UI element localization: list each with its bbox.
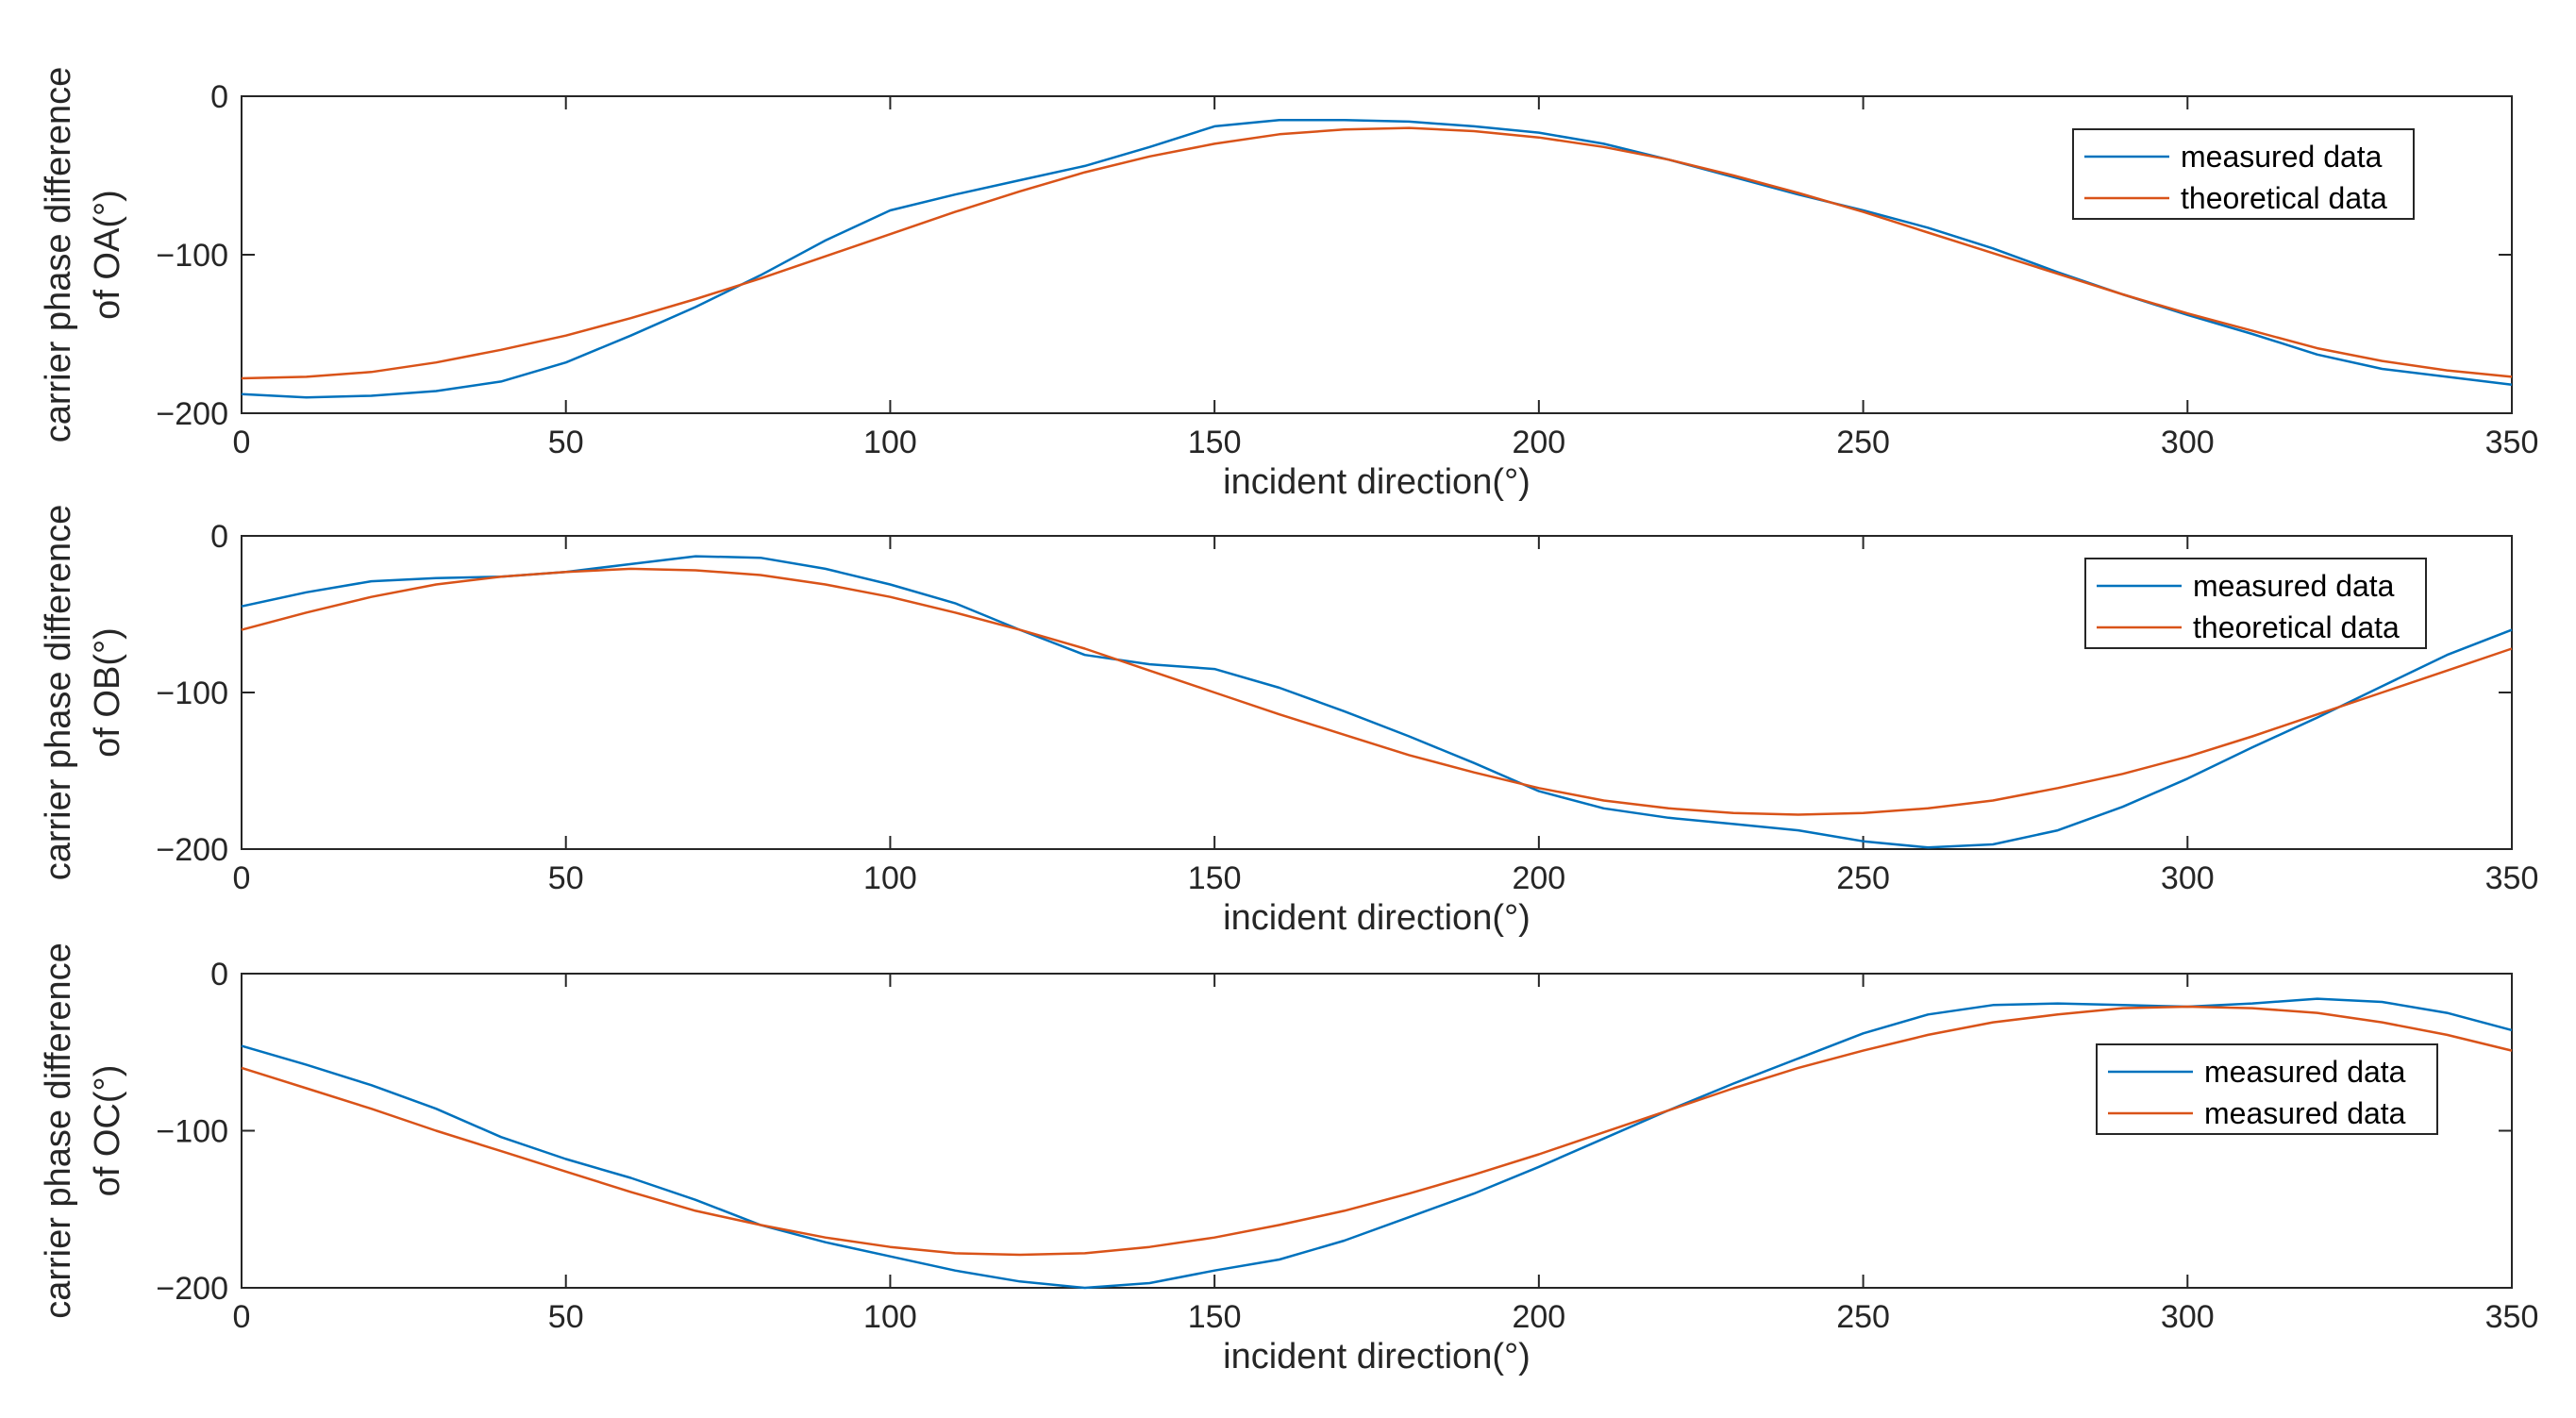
- x-tick-label: 150: [1188, 860, 1242, 896]
- y-axis-label: carrier phase difference of OA(°): [39, 67, 127, 443]
- series-line-1: [241, 997, 2513, 1290]
- x-tick-label: 150: [1188, 425, 1242, 460]
- y-axis-label-line: carrier phase difference: [39, 943, 78, 1319]
- y-axis-label: carrier phase difference of OC(°): [39, 943, 127, 1319]
- x-tick-label: 0: [233, 1299, 251, 1335]
- y-axis-label-line: of OC(°): [88, 1065, 127, 1197]
- x-tick-label: 300: [2161, 860, 2215, 896]
- x-tick-label: 300: [2161, 425, 2215, 460]
- x-tick-label: 200: [1512, 425, 1565, 460]
- x-tick-label: 350: [2485, 860, 2539, 896]
- series-line-2: [241, 126, 2513, 380]
- x-tick-label: 300: [2161, 1299, 2215, 1335]
- legend-label: measured data: [2204, 1055, 2406, 1089]
- legend-label: measured data: [2181, 140, 2383, 174]
- legend: measured data theoretical data: [2072, 128, 2415, 220]
- x-tick-label: 250: [1836, 860, 1890, 896]
- y-axis-label: carrier phase difference of OB(°): [39, 505, 127, 881]
- x-axis-label: incident direction(°): [1223, 462, 1531, 502]
- y-tick-label: −200: [156, 1271, 228, 1307]
- y-axis-label-line: of OB(°): [88, 627, 127, 758]
- chart-panel-2: 0 50 100 150 200 250 300 350 0 −100 −200 incident d…: [39, 505, 2538, 938]
- legend-label: theoretical data: [2181, 181, 2387, 215]
- x-tick-label: 100: [863, 1299, 917, 1335]
- x-axis-label: incident direction(°): [1223, 1337, 1531, 1376]
- legend-label: measured data: [2204, 1096, 2406, 1130]
- x-tick-label: 250: [1836, 425, 1890, 460]
- x-tick-label: 250: [1836, 1299, 1890, 1335]
- legend-box: [2096, 1043, 2438, 1135]
- y-tick-label: 0: [210, 957, 228, 993]
- legend: measured data theoretical data: [2084, 558, 2427, 649]
- legend-label: theoretical data: [2193, 610, 2400, 644]
- chart-panel-1: 0 50 100 150 200 250 300 350 0 −100 −200 incident d…: [39, 67, 2538, 502]
- chart-panel-3: 0 50 100 150 200 250 300 350 0 −100 −200 incident d…: [39, 943, 2538, 1376]
- y-tick-label: −200: [156, 396, 228, 432]
- x-tick-label: 50: [548, 1299, 584, 1335]
- y-tick-label: −100: [156, 1114, 228, 1150]
- x-tick-label: 100: [863, 860, 917, 896]
- y-axis-label-line: carrier phase difference: [39, 505, 78, 881]
- x-axis-label: incident direction(°): [1223, 898, 1531, 938]
- y-tick-label: −100: [156, 238, 228, 274]
- legend-box: [2072, 128, 2415, 220]
- x-tick-label: 50: [548, 860, 584, 896]
- x-tick-label: 100: [863, 425, 917, 460]
- y-axis-label-line: carrier phase difference: [39, 67, 78, 443]
- x-tick-label: 0: [233, 425, 251, 460]
- legend: measured data measured data: [2096, 1043, 2438, 1135]
- y-tick-label: 0: [210, 519, 228, 555]
- x-tick-label: 0: [233, 860, 251, 896]
- legend-box: [2084, 558, 2427, 649]
- x-tick-label: 350: [2485, 1299, 2539, 1335]
- series-line-2: [241, 567, 2513, 816]
- y-tick-label: −100: [156, 676, 228, 711]
- x-tick-label: 200: [1512, 1299, 1565, 1335]
- x-tick-label: 200: [1512, 860, 1565, 896]
- x-tick-label: 50: [548, 425, 584, 460]
- y-tick-label: −200: [156, 832, 228, 868]
- x-tick-label: 350: [2485, 425, 2539, 460]
- series-line-1: [241, 555, 2513, 849]
- y-axis-label-line: of OA(°): [88, 190, 127, 320]
- x-tick-label: 150: [1188, 1299, 1242, 1335]
- legend-label: measured data: [2193, 569, 2395, 603]
- series-line-2: [241, 1005, 2513, 1257]
- y-tick-label: 0: [210, 79, 228, 115]
